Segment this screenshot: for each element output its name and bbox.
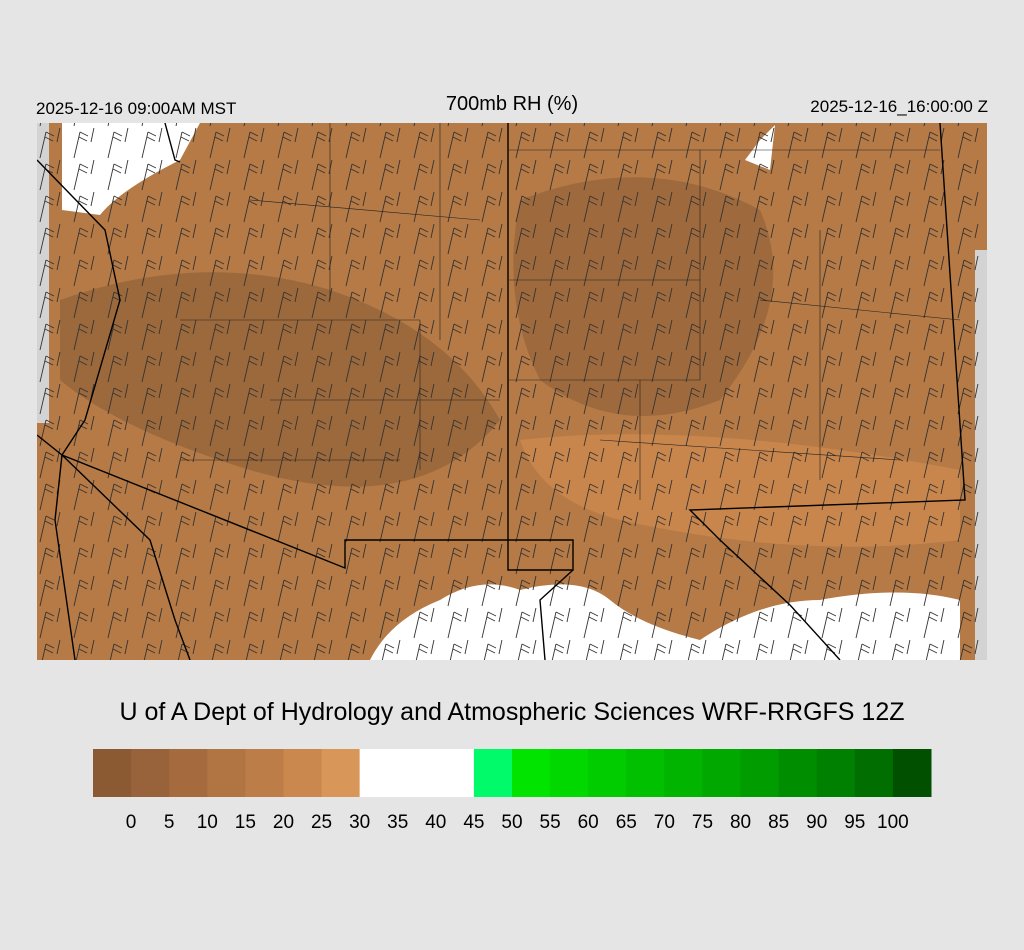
colorbar-box <box>245 749 284 797</box>
map <box>37 123 987 660</box>
colorbar-label: 0 <box>126 812 137 833</box>
colorbar-box <box>435 749 475 797</box>
valid-local: 2025-12-16 09:00AM MST <box>36 99 236 118</box>
colorbar-box <box>550 749 589 797</box>
colorbar-label: 25 <box>311 812 332 833</box>
colorbar-box <box>778 749 818 797</box>
colorbar-label: 50 <box>501 812 522 833</box>
colorbar-label: 40 <box>425 812 446 833</box>
colorbar-label: 15 <box>235 812 256 833</box>
county-lines <box>180 123 961 500</box>
colorbar-label: 80 <box>730 812 751 833</box>
colorbar-box <box>473 749 513 797</box>
colorbar-box <box>207 749 246 797</box>
colorbar-label: 55 <box>540 812 561 833</box>
colorbar-label: 65 <box>616 812 637 833</box>
colorbar-label: 30 <box>349 812 370 833</box>
wind-barbs <box>37 123 987 660</box>
colorbar-box <box>93 749 132 797</box>
colorbar-label: 60 <box>578 812 599 833</box>
colorbar-box <box>626 749 665 797</box>
colorbar-label: 75 <box>692 812 713 833</box>
credit: U of A Dept of Hydrology and Atmospheric… <box>119 698 904 726</box>
colorbar-label: 90 <box>806 812 827 833</box>
colorbar-box <box>397 749 437 797</box>
colorbar-label: 45 <box>463 812 484 833</box>
colorbar-box <box>740 749 780 797</box>
colorbar-label: 20 <box>273 812 294 833</box>
colorbar-box <box>131 749 170 797</box>
title: 700mb RH (%) <box>446 93 578 115</box>
colorbar-label: 95 <box>844 812 865 833</box>
colorbar: 0 5 10 15 20 25 30 35 40 45 50 55 60 65 70 75 80 85 90 95 10… <box>93 749 932 833</box>
colorbar-box <box>359 749 399 797</box>
colorbar-box <box>854 749 894 797</box>
colorbar-label: 100 <box>877 812 909 833</box>
borders <box>37 123 966 660</box>
colorbar-box <box>283 749 323 797</box>
colorbar-box <box>512 749 551 797</box>
colorbar-box <box>892 749 932 797</box>
colorbar-label: 5 <box>164 812 175 833</box>
valid-utc: 2025-12-16_16:00:00 Z <box>810 97 988 116</box>
colorbar-box <box>816 749 856 797</box>
colorbar-label: 85 <box>768 812 789 833</box>
colorbar-label: 35 <box>387 812 408 833</box>
colorbar-label: 70 <box>654 812 675 833</box>
colorbar-label: 10 <box>197 812 218 833</box>
colorbar-box <box>664 749 703 797</box>
colorbar-box <box>588 749 627 797</box>
colorbar-box <box>702 749 742 797</box>
colorbar-box <box>169 749 208 797</box>
colorbar-box <box>321 749 361 797</box>
